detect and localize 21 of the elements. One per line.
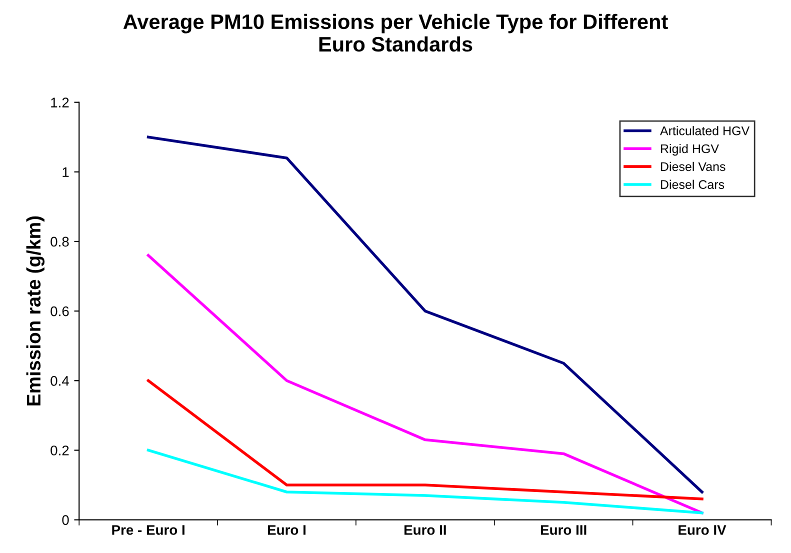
line-series (146, 448, 704, 514)
y-tick-label: 1 (62, 167, 69, 177)
legend-label: Diesel Cars (661, 180, 724, 189)
x-tick-label: Pre - Euro I (112, 525, 184, 535)
y-tick-label: 0.2 (50, 446, 69, 456)
y-tick-label: 0 (62, 515, 69, 525)
y-tick-label: 1.2 (51, 98, 69, 108)
y-tick-label: 0.4 (50, 376, 69, 386)
y-tick-label: 0.8 (50, 236, 69, 247)
line-series (146, 379, 704, 500)
y-tick-label: 0.6 (50, 306, 69, 316)
legend-label: Diesel Vans (661, 162, 726, 172)
y-axis-title: Emission rate (g/km) (26, 216, 45, 406)
line-series (146, 254, 704, 514)
legend-label: Rigid HGV (661, 144, 719, 156)
x-tick-label: Euro IV (678, 525, 726, 535)
chart-title: Average PM10 Emissions per Vehicle Type for Different Euro Standards (123, 14, 668, 52)
x-tick-label: Euro I (268, 525, 306, 535)
x-tick-label: Euro II (404, 525, 446, 535)
legend-label: Articulated HGV (660, 126, 750, 136)
x-tick-label: Euro III (540, 525, 586, 535)
